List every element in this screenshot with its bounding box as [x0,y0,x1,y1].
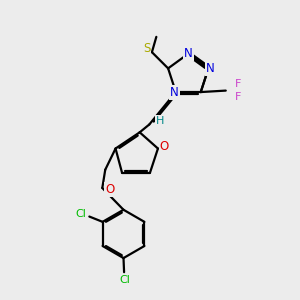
Text: N: N [170,85,179,99]
Text: O: O [105,183,114,196]
Text: F: F [235,92,241,102]
Text: S: S [143,42,150,55]
Text: O: O [160,140,169,153]
Text: N: N [206,62,214,75]
Text: H: H [156,116,165,126]
Text: N: N [184,47,193,60]
Text: Cl: Cl [75,209,86,219]
Text: F: F [235,79,241,89]
Text: Cl: Cl [119,275,130,285]
